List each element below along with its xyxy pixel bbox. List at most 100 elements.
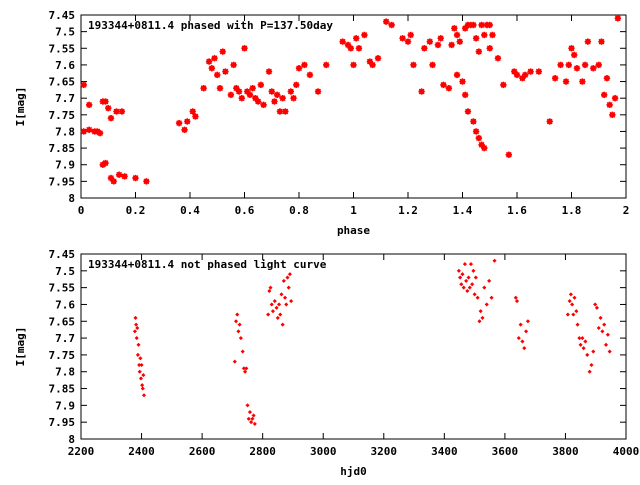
y-tick-label: 7.75 [49, 109, 76, 122]
data-point [113, 108, 120, 115]
data-point [211, 55, 218, 62]
plot-frame [80, 253, 627, 440]
data-point [246, 91, 254, 99]
data-point [456, 268, 462, 273]
x-axis-label: hjd0 [340, 465, 367, 478]
data-point [271, 98, 278, 105]
x-tick-label: 3400 [431, 445, 458, 458]
x-tick-label: 2400 [128, 445, 155, 458]
data-point [473, 275, 478, 280]
data-point [437, 35, 444, 42]
data-point [598, 38, 605, 45]
data-point [595, 61, 602, 69]
data-point [272, 298, 277, 304]
data-point [216, 85, 224, 92]
data-point [301, 61, 308, 69]
y-tick-label: 7.55 [49, 42, 76, 55]
data-point [260, 101, 267, 109]
data-point [274, 91, 281, 99]
data-point [467, 285, 472, 290]
data-point [459, 282, 464, 287]
y-axis-label: I[mag] [14, 87, 27, 127]
y-tick-label: 7.85 [49, 142, 76, 155]
data-point [350, 61, 357, 69]
data-point [581, 346, 586, 351]
data-point [513, 71, 521, 79]
data-point [602, 322, 607, 327]
data-point [471, 268, 476, 273]
data-point [102, 98, 109, 105]
data-point [598, 315, 603, 321]
y-tick-label: 7.6 [55, 298, 75, 311]
data-point [139, 362, 144, 368]
plot-frame [80, 14, 627, 199]
data-point [575, 322, 580, 327]
data-point [518, 322, 523, 327]
data-point [295, 65, 303, 72]
data-point [245, 403, 250, 408]
data-point [551, 75, 559, 82]
data-point [451, 25, 458, 32]
data-point [472, 292, 477, 297]
data-point [135, 325, 140, 331]
x-tick-label: 2 [623, 204, 630, 217]
data-point [279, 292, 284, 297]
data-point [143, 178, 150, 185]
data-point [500, 81, 507, 89]
data-point [574, 309, 579, 314]
data-point [115, 171, 123, 178]
data-point [453, 31, 461, 39]
data-point [235, 312, 240, 317]
data-point [214, 71, 221, 79]
data-point [463, 278, 469, 284]
x-tick-label: 1.4 [453, 204, 473, 217]
data-point [138, 376, 144, 381]
y-tick-label: 7.9 [55, 399, 75, 412]
data-point [607, 349, 612, 354]
data-point [557, 61, 564, 69]
data-point [480, 315, 485, 321]
data-point [511, 68, 518, 75]
data-point [516, 335, 521, 341]
data-point [577, 335, 582, 341]
data-point [521, 71, 529, 79]
data-point [222, 68, 229, 75]
x-tick-label: 0.8 [289, 204, 309, 217]
data-point [579, 78, 586, 85]
x-tick-label: 0.6 [235, 204, 255, 217]
y-axis-label: I[mag] [14, 327, 27, 367]
data-point [374, 55, 382, 62]
data-point [96, 129, 104, 137]
y-tick-label: 7.55 [49, 282, 76, 295]
x-tick-label: 1.2 [398, 204, 418, 217]
data-point [520, 339, 525, 344]
data-point [80, 128, 87, 135]
data-point [609, 111, 616, 119]
data-point [257, 81, 265, 89]
data-point [268, 285, 273, 290]
data-point [614, 15, 622, 22]
unphased-light-curve-plot: 2200 2400 2600 2800 3000 3200 3400 3600 3800 4000… [14, 248, 639, 478]
data-point [583, 339, 588, 344]
data-point [461, 285, 466, 290]
data-point [205, 58, 213, 65]
data-point [282, 108, 289, 115]
data-point [244, 366, 249, 371]
data-point [121, 173, 128, 180]
x-tick-label: 4000 [613, 445, 640, 458]
data-point [233, 319, 239, 324]
y-tick-label: 7.6 [55, 59, 75, 72]
data-point [208, 65, 215, 72]
data-point [486, 21, 493, 29]
data-point [269, 302, 274, 307]
data-point [470, 282, 475, 287]
data-point [140, 383, 145, 388]
data-point [268, 88, 275, 95]
data-point [611, 94, 619, 102]
data-point [237, 322, 242, 327]
data-point [514, 298, 520, 304]
data-point [339, 38, 346, 45]
data-point [230, 61, 237, 69]
y-tick-label: 8 [68, 433, 75, 446]
